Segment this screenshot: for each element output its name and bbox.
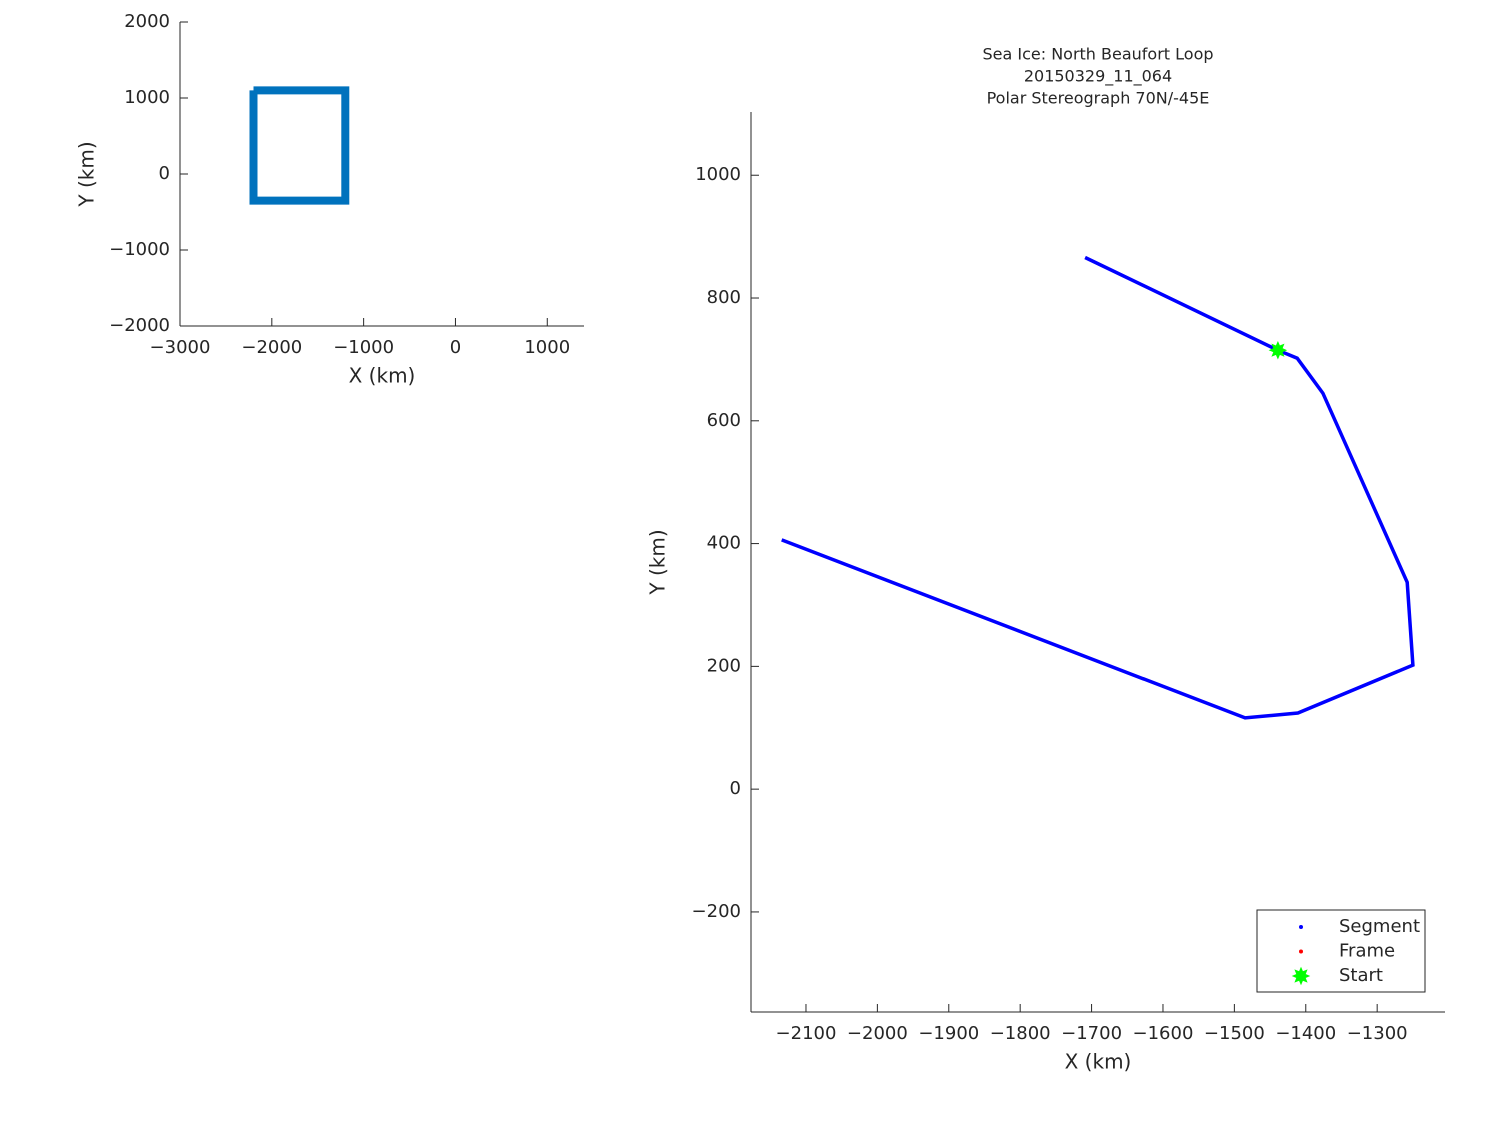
axes: −3000 −2000 −1000 0 1000−2000−1000010002000X… [75, 11, 584, 388]
series-line [781, 255, 1415, 720]
legend: Segment Frame Start [1256, 909, 1426, 993]
x-tick-label: −2000 [241, 337, 302, 358]
chart-title: Polar Stereograph 70N/-45E [987, 89, 1210, 108]
legend-box [1256, 909, 1426, 993]
y-tick-label: 1000 [695, 164, 741, 185]
x-tick-label: −1900 [918, 1023, 979, 1044]
y-tick-label: −2000 [109, 315, 170, 336]
y-axis-label: Y (km) [75, 141, 99, 207]
x-tick-label: 0 [450, 337, 461, 358]
legend-marker [1291, 966, 1311, 986]
x-tick-label: −1700 [1061, 1023, 1122, 1044]
x-tick-label: −1600 [1133, 1023, 1194, 1044]
legend-label: Frame [1339, 941, 1395, 962]
y-tick-label: 0 [159, 163, 170, 184]
legend-label: Segment [1339, 916, 1420, 937]
x-tick-label: −1000 [333, 337, 394, 358]
x-tick-label: −1500 [1204, 1023, 1265, 1044]
y-tick-label: 2000 [124, 11, 170, 32]
x-tick-label: −1800 [990, 1023, 1051, 1044]
x-axis-label: X (km) [1065, 1050, 1132, 1074]
chart-title: Sea Ice: North Beaufort Loop [982, 45, 1213, 64]
y-axis-label: Y (km) [646, 529, 670, 595]
x-tick-label: −1400 [1275, 1023, 1336, 1044]
axes: −2100 −2000 −1900 −1800 −1700 −1600 −1500 −1400… [646, 112, 1445, 1074]
x-tick-label: −2000 [847, 1023, 908, 1044]
y-tick-label: 1000 [124, 87, 170, 108]
start-marker [1268, 340, 1288, 360]
y-tick-label: 800 [707, 287, 741, 308]
x-tick-label: −2100 [776, 1023, 837, 1044]
legend-marker [1299, 949, 1303, 954]
legend-marker [1299, 925, 1303, 929]
legend-label: Start [1339, 965, 1383, 986]
y-tick-label: 0 [730, 778, 741, 799]
y-tick-label: −200 [692, 901, 741, 922]
y-tick-label: 200 [707, 655, 741, 676]
x-tick-label: −3000 [150, 337, 211, 358]
x-axis-label: X (km) [349, 364, 416, 388]
series-line [249, 86, 350, 205]
y-tick-label: 600 [707, 410, 741, 431]
chart-title: 20150329_11_064 [1024, 67, 1172, 87]
x-tick-label: −1300 [1347, 1023, 1408, 1044]
x-tick-label: 1000 [524, 337, 570, 358]
y-tick-label: −1000 [109, 239, 170, 260]
y-tick-label: 400 [707, 533, 741, 554]
